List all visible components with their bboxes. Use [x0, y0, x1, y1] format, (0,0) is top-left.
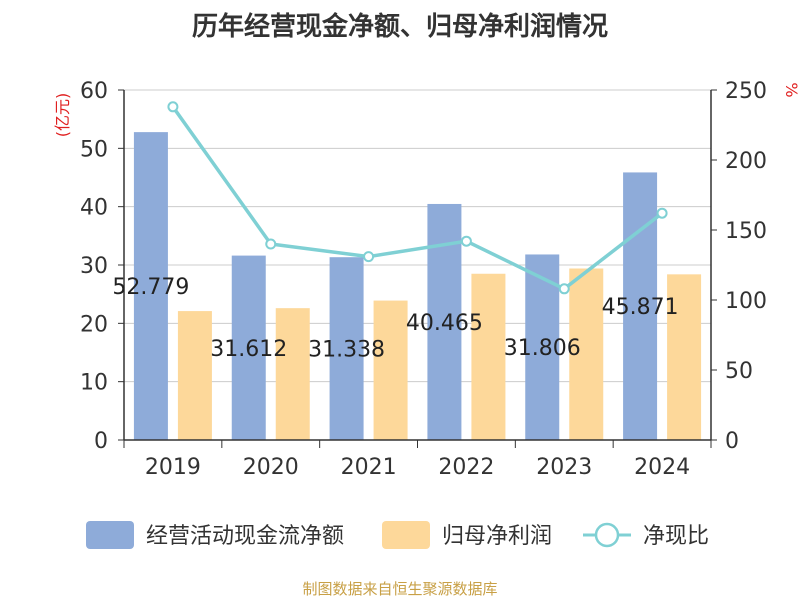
x-tick-label: 2021	[341, 455, 397, 480]
legend: 经营活动现金流净额 归母净利润 净现比	[86, 521, 709, 549]
bar-value-label: 31.338	[308, 338, 385, 363]
bar	[623, 172, 658, 440]
legend-swatch-cashflow	[86, 521, 134, 549]
chart-title: 历年经营现金净额、归母净利润情况	[191, 12, 608, 42]
legend-swatch-profit	[382, 521, 430, 549]
ratio-point	[460, 235, 472, 247]
bar	[177, 311, 212, 440]
x-tick-label: 2023	[536, 455, 592, 480]
right-tick-label: 0	[725, 429, 739, 454]
right-tick-label: 150	[725, 219, 767, 244]
bar	[329, 257, 364, 440]
ratio-point	[363, 251, 375, 263]
left-tick-label: 40	[80, 196, 108, 221]
left-axis-unit: (亿元)	[53, 93, 72, 138]
ratio-line-path	[171, 105, 664, 291]
ratio-line	[167, 101, 668, 295]
legend-marker-ratio	[594, 522, 620, 548]
bar-value-label: 40.465	[406, 311, 483, 336]
legend-label-ratio: 净现比	[643, 524, 709, 549]
bar-value-label: 52.779	[112, 275, 189, 300]
left-tick-label: 10	[80, 371, 108, 396]
right-axis-unit: %	[782, 82, 800, 97]
right-tick-label: 200	[725, 149, 767, 174]
bar	[667, 274, 702, 440]
x-tick-label: 2024	[634, 455, 690, 480]
left-tick-label: 30	[80, 254, 108, 279]
source-note: 制图数据来自恒生聚源数据库	[302, 580, 498, 598]
bar	[569, 268, 604, 440]
bar	[275, 308, 310, 440]
right-tick-label: 50	[725, 359, 753, 384]
ratio-point	[656, 207, 668, 219]
bar	[231, 255, 266, 440]
x-tick-label: 2019	[145, 455, 201, 480]
bar	[133, 132, 168, 440]
ratio-point	[167, 101, 179, 113]
ratio-point	[558, 283, 570, 295]
ratio-point	[265, 238, 277, 250]
left-tick-label: 0	[94, 429, 108, 454]
bar-value-label: 45.871	[602, 295, 679, 320]
left-tick-label: 50	[80, 137, 108, 162]
right-tick-label: 250	[725, 79, 767, 104]
bar-value-label: 31.806	[504, 336, 581, 361]
legend-label-profit: 归母净利润	[442, 524, 552, 549]
x-tick-label: 2020	[243, 455, 299, 480]
x-tick-label: 2022	[438, 455, 494, 480]
bar	[373, 300, 408, 440]
left-tick-label: 60	[80, 79, 108, 104]
legend-label-cashflow: 经营活动现金流净额	[146, 524, 344, 549]
axes: 0 10 20 30 40 50 60 0 50 100 150 200 250 (亿元)% 2019 202…	[53, 79, 800, 480]
left-tick-label: 20	[80, 312, 108, 337]
bar-value-label: 31.612	[210, 337, 287, 362]
bars	[133, 132, 702, 440]
data-labels: 52.779 31.612 31.338 40.465 31.806 45.871	[112, 275, 678, 363]
right-tick-label: 100	[725, 289, 767, 314]
bar	[471, 273, 506, 440]
grid-lines	[124, 89, 711, 441]
